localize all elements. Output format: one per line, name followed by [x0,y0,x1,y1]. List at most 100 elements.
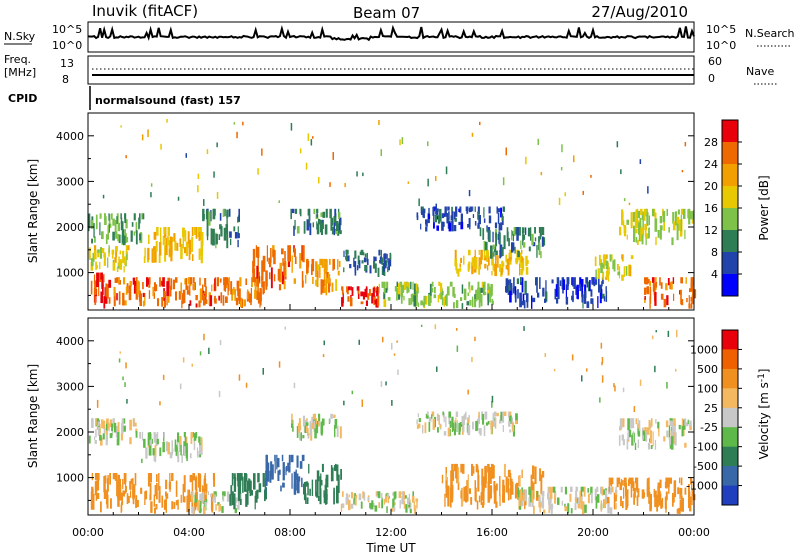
power-cell [525,255,528,267]
velocity-cell [532,465,535,479]
power-cell [655,282,658,288]
time-axis: 00:00 04:00 08:00 12:00 16:00 20:00 00:00 [72,304,710,539]
power-cell [608,266,610,275]
velocity-cell [292,426,294,432]
power-cell [381,257,384,265]
velocity-cell [305,493,307,504]
velocity-cell [401,495,404,505]
velocity-cell [150,473,152,483]
velocity-cell [606,496,610,504]
power-speckle [427,178,429,187]
power-cell [118,256,120,267]
power-cell [494,264,498,277]
power-cell [531,233,534,246]
power-cell [88,226,90,232]
power-speckle [647,186,649,194]
power-cell [663,218,665,231]
power-cell [623,220,625,227]
velocity-colorbar-tick-label: -100 [693,441,718,454]
power-cell [294,208,298,214]
velocity-speckle [323,340,325,346]
velocity-cell [221,506,224,513]
velocity-cell [245,474,248,482]
power-cell [632,212,636,222]
velocity-cell [155,438,158,446]
power-cell [138,217,140,230]
velocity-cell [91,473,94,481]
velocity-speckle [553,368,556,372]
velocity-cell [580,501,583,510]
power-cell [235,297,239,306]
power-cell [594,277,598,285]
power-cell [170,278,173,290]
velocity-cell [679,499,682,512]
power-cell [224,277,227,288]
velocity-cell [493,420,496,427]
velocity-cell [274,460,276,474]
velocity-cell [369,502,372,509]
power-cell [487,293,489,306]
power-cell [94,292,97,305]
power-cell [112,262,116,271]
power-cell [490,245,493,259]
velocity-cell [409,502,412,513]
velocity-cell [185,443,188,454]
velocity-speckle [380,381,383,387]
power-cell [354,272,357,276]
power-cell [408,298,411,306]
velocity-cell [431,411,435,417]
velocity-cell [189,494,191,502]
velocity-cell [153,449,156,462]
velocity-cell [438,414,440,425]
velocity-cell [449,420,452,428]
power-cell [336,222,339,229]
power-cell [483,241,486,252]
velocity-speckle [391,343,393,350]
power-cell [641,211,644,220]
power-cell [623,226,627,233]
velocity-cell [333,414,336,418]
power-cell [321,279,325,293]
power-cell [581,279,584,287]
velocity-cell [166,441,168,452]
power-cell [180,243,183,260]
velocity-cell [191,506,195,514]
velocity-cell [299,419,301,431]
power-cell [431,281,434,287]
power-cell [641,234,644,245]
velocity-cell [296,455,299,468]
x-tick-label: 00:00 [72,526,104,539]
power-cell [189,281,191,296]
velocity-cell [98,423,101,436]
power-cell [521,227,525,234]
velocity-cell [658,429,660,437]
power-speckle [216,191,219,199]
power-cell [182,227,185,238]
velocity-cell [130,490,132,498]
velocity-cell [654,490,657,508]
velocity-cell [319,488,322,505]
power-cell [687,209,689,219]
velocity-cell [350,492,354,499]
power-cell [105,234,108,245]
velocity-cell [171,473,174,481]
power-cell [480,287,483,293]
velocity-cell [448,411,451,418]
power-cell [579,277,582,288]
power-cell [103,296,106,309]
power-cell [320,222,323,235]
power-cell [455,206,458,217]
power-cell [88,213,91,229]
power-cell [690,302,693,309]
velocity-cell [581,501,585,515]
power-speckle [102,194,105,199]
power-cell [415,283,418,292]
power-cell [331,282,334,292]
velocity-cell [299,476,301,482]
power-cell [517,289,519,299]
power-cell [229,231,232,238]
velocity-cell [684,487,687,495]
velocity-speckle [358,339,360,345]
power-cell [665,283,668,291]
